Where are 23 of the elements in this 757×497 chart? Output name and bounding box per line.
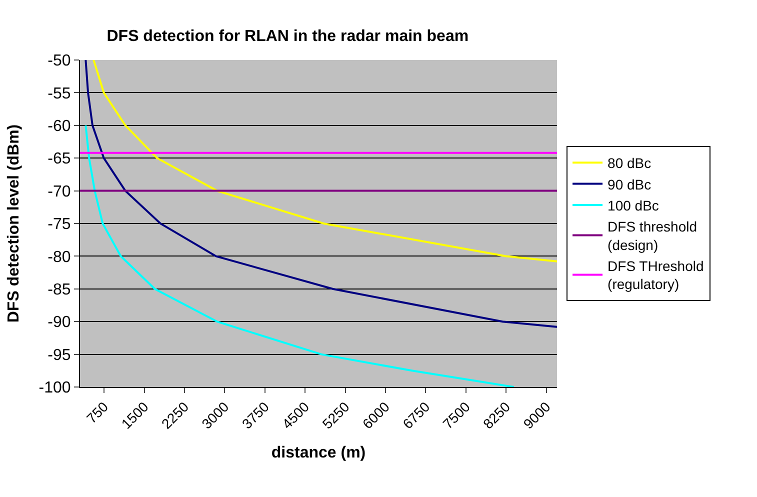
legend-label: DFS THreshold (regulatory) xyxy=(608,258,704,292)
x-tick-label: 750 xyxy=(83,398,112,426)
y-tick-label: -95 xyxy=(48,346,71,364)
y-tick-label: -90 xyxy=(48,314,71,332)
y-tick-label: -100 xyxy=(38,380,71,397)
line-series xyxy=(84,60,557,328)
y-tick-label: -85 xyxy=(48,282,71,298)
x-axis-title: distance (m) xyxy=(271,444,366,462)
y-tick-label: -70 xyxy=(48,183,71,200)
y-tick-label: -60 xyxy=(48,118,71,135)
y-tick-label: -80 xyxy=(48,248,71,266)
legend-label: 100 dBc xyxy=(608,197,659,214)
line-series xyxy=(92,60,557,262)
legend-label: 80 dBc xyxy=(608,155,652,172)
y-tick-label: -65 xyxy=(48,150,71,168)
legend-label: 90 dBc xyxy=(608,176,652,192)
line-series xyxy=(84,124,515,387)
legend-label: DFS threshold (design) xyxy=(608,218,698,253)
y-tick-label: -75 xyxy=(48,216,71,234)
y-axis-title: DFS detection level (dBm) xyxy=(6,124,23,323)
y-tick-label: -55 xyxy=(48,85,71,102)
chart-title: DFS detection for RLAN in the radar main beam xyxy=(106,28,469,46)
y-tick-label: -50 xyxy=(48,52,71,70)
